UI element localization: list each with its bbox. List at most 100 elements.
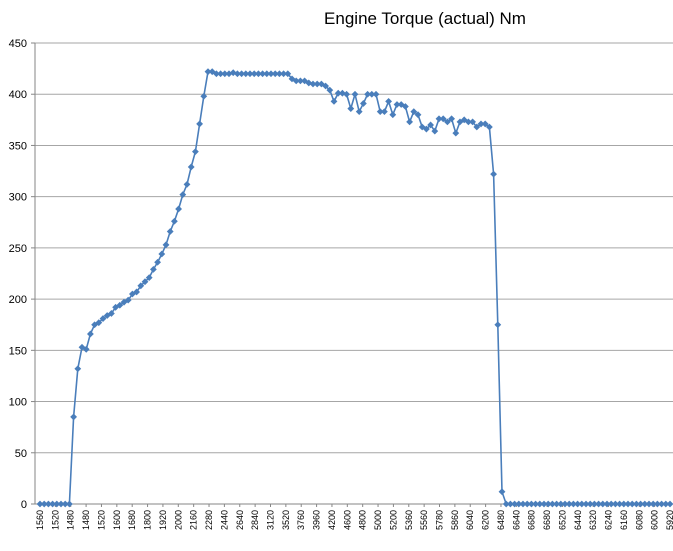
y-tick-label: 250 [9, 243, 27, 255]
data-point [393, 101, 401, 108]
x-tick-label: 5780 [435, 510, 445, 530]
data-point [544, 500, 552, 508]
data-point [528, 500, 535, 508]
x-tick-label: 5360 [404, 510, 414, 530]
data-point [595, 500, 602, 508]
data-point [145, 274, 153, 281]
data-point [423, 125, 430, 133]
data-point [658, 500, 665, 508]
data-point [213, 70, 220, 78]
x-tick-label: 6440 [573, 510, 583, 530]
data-point [45, 500, 52, 508]
data-point [515, 500, 523, 508]
data-point [271, 70, 279, 78]
data-point [410, 108, 418, 116]
data-point [297, 77, 304, 85]
x-tick-label: 6040 [465, 510, 475, 530]
data-point [250, 70, 258, 78]
data-point [641, 500, 649, 508]
data-point [347, 105, 355, 112]
x-tick-label: 6080 [634, 510, 644, 530]
chart-title: Engine Torque (actual) Nm [324, 9, 526, 28]
data-point [116, 301, 124, 309]
data-point [330, 97, 338, 105]
data-point [490, 170, 497, 178]
data-point [246, 70, 254, 78]
data-point [431, 127, 439, 135]
x-tick-label: 2280 [204, 510, 214, 530]
x-tick-label: 5560 [419, 510, 429, 530]
data-point [255, 70, 262, 78]
data-point [498, 488, 506, 496]
data-point [284, 70, 292, 78]
data-point [662, 500, 670, 508]
data-point [649, 500, 657, 508]
data-point [586, 500, 594, 508]
x-tick-label: 1560 [35, 510, 45, 530]
data-point [645, 500, 653, 508]
data-point [477, 120, 485, 128]
data-point [557, 500, 565, 508]
data-point [129, 290, 136, 298]
data-point [309, 80, 317, 88]
data-point [150, 266, 157, 273]
data-point [435, 115, 443, 123]
data-point [66, 500, 73, 508]
x-tick-label: 5000 [373, 510, 383, 530]
x-axis-ticks: 1560 1520 1480 1480 1520 1600 1680 1800 1920 2000… [35, 510, 673, 530]
data-point [637, 500, 644, 508]
data-point [620, 500, 628, 508]
x-tick-label: 6200 [481, 510, 491, 530]
data-point [473, 123, 481, 131]
data-point [57, 500, 65, 508]
data-point [124, 296, 132, 304]
data-point [553, 500, 560, 508]
data-point [465, 118, 472, 126]
x-tick-label: 6160 [619, 510, 629, 530]
data-point [70, 413, 77, 421]
data-point [74, 365, 82, 373]
x-tick-label: 1520 [50, 510, 60, 530]
y-tick-label: 450 [9, 38, 27, 50]
data-point [95, 319, 103, 327]
data-point [263, 70, 271, 78]
data-point [654, 500, 661, 508]
data-point [591, 500, 598, 508]
data-point [313, 80, 321, 88]
x-tick-label: 2440 [219, 510, 229, 530]
data-point [406, 118, 413, 126]
data-point [208, 68, 216, 76]
data-point [633, 500, 640, 508]
x-tick-label: 3760 [296, 510, 306, 530]
y-axis-ticks: 0 50 100 150 200 250 300 350 400 450 [9, 38, 27, 511]
data-point [171, 217, 178, 225]
x-tick-label: 2000 [173, 510, 183, 530]
x-tick-label: 5860 [450, 510, 460, 530]
data-point [154, 258, 161, 266]
data-point [502, 500, 510, 508]
data-point [305, 79, 313, 87]
data-point [242, 70, 250, 78]
data-point [40, 500, 48, 508]
x-tick-label: 5200 [388, 510, 398, 530]
data-point [53, 500, 61, 508]
y-tick-label: 300 [9, 192, 27, 204]
x-tick-label: 6680 [542, 510, 552, 530]
data-point [183, 180, 191, 188]
data-point [523, 500, 531, 508]
x-tick-label: 6240 [604, 510, 614, 530]
x-tick-label: 1600 [112, 510, 122, 530]
data-point [444, 118, 451, 126]
data-point [452, 129, 460, 137]
data-point [540, 500, 548, 508]
data-point [549, 500, 556, 508]
x-tick-label: 1920 [158, 510, 168, 530]
data-point [612, 500, 619, 508]
data-point [351, 90, 359, 98]
data-point [666, 500, 673, 508]
data-point [196, 120, 203, 128]
y-tick-label: 100 [9, 397, 27, 409]
data-point [565, 500, 573, 508]
x-tick-label: 3960 [312, 510, 322, 530]
